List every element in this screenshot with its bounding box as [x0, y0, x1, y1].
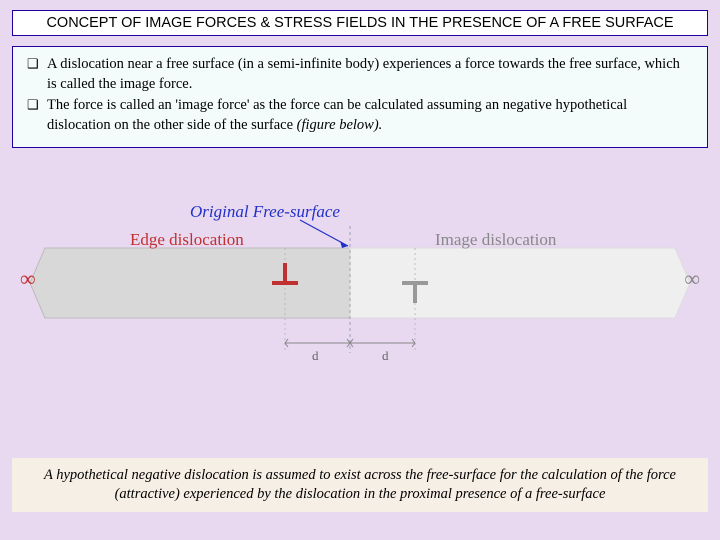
bullet-2: ❑ The force is called an 'image force' a… — [27, 96, 693, 135]
image-dislocation-label: Image dislocation — [435, 230, 556, 250]
d-label-left: d — [312, 348, 319, 364]
bullet-text: The force is called an 'image force' as … — [47, 96, 693, 135]
bullet-marker: ❑ — [27, 55, 47, 94]
diagram: Original Free-surface Edge dislocation I… — [30, 208, 690, 368]
bullet-text: A dislocation near a free surface (in a … — [47, 55, 693, 94]
infinity-right: ∞ — [684, 266, 700, 292]
infinity-left: ∞ — [20, 266, 36, 292]
d-label-right: d — [382, 348, 389, 364]
title-text: CONCEPT OF IMAGE FORCES & STRESS FIELDS … — [46, 15, 673, 31]
bullet-marker: ❑ — [27, 96, 47, 135]
caption-text: A hypothetical negative dislocation is a… — [44, 467, 676, 502]
caption-box: A hypothetical negative dislocation is a… — [12, 458, 708, 512]
edge-dislocation-label: Edge dislocation — [130, 230, 244, 250]
diagram-svg — [30, 208, 690, 368]
title-box: CONCEPT OF IMAGE FORCES & STRESS FIELDS … — [12, 10, 708, 36]
free-surface-label: Original Free-surface — [190, 202, 340, 222]
bullet-1: ❑ A dislocation near a free surface (in … — [27, 55, 693, 94]
bullets-box: ❑ A dislocation near a free surface (in … — [12, 46, 708, 148]
